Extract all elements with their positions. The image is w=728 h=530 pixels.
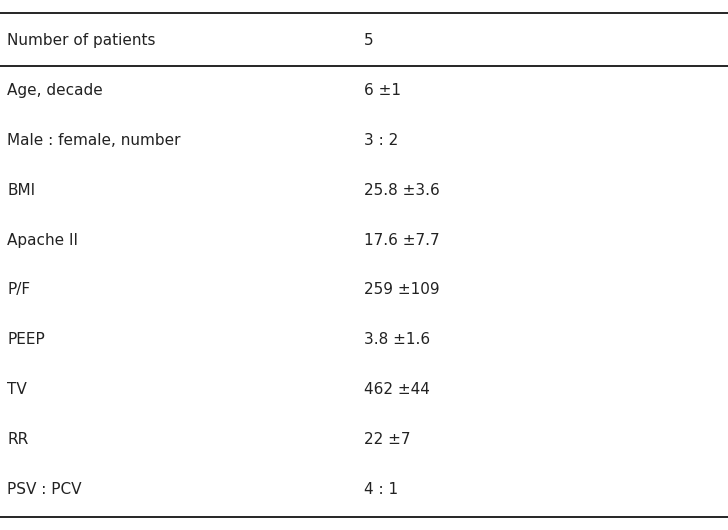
Text: 5: 5 xyxy=(364,33,373,48)
Text: 3 : 2: 3 : 2 xyxy=(364,133,398,148)
Text: 22 ±7: 22 ±7 xyxy=(364,432,411,447)
Text: 3.8 ±1.6: 3.8 ±1.6 xyxy=(364,332,430,347)
Text: TV: TV xyxy=(7,382,27,397)
Text: RR: RR xyxy=(7,432,28,447)
Text: Age, decade: Age, decade xyxy=(7,83,103,98)
Text: PSV : PCV: PSV : PCV xyxy=(7,482,82,497)
Text: 6 ±1: 6 ±1 xyxy=(364,83,401,98)
Text: 259 ±109: 259 ±109 xyxy=(364,282,440,297)
Text: Male : female, number: Male : female, number xyxy=(7,133,181,148)
Text: 17.6 ±7.7: 17.6 ±7.7 xyxy=(364,233,440,248)
Text: 25.8 ±3.6: 25.8 ±3.6 xyxy=(364,183,440,198)
Text: 4 : 1: 4 : 1 xyxy=(364,482,398,497)
Text: PEEP: PEEP xyxy=(7,332,45,347)
Text: 462 ±44: 462 ±44 xyxy=(364,382,430,397)
Text: P/F: P/F xyxy=(7,282,31,297)
Text: BMI: BMI xyxy=(7,183,36,198)
Text: Apache II: Apache II xyxy=(7,233,79,248)
Text: Number of patients: Number of patients xyxy=(7,33,156,48)
